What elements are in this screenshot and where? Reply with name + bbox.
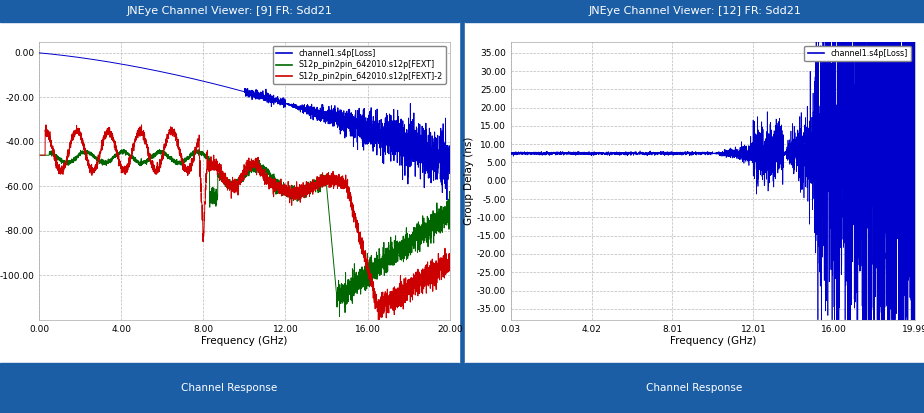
- Legend: channel1.s4p[Loss]: channel1.s4p[Loss]: [805, 46, 911, 61]
- Y-axis label: Group Delay (ns): Group Delay (ns): [464, 137, 474, 225]
- Legend: channel1.s4p[Loss], S12p_pin2pin_642010.s12p[FEXT], S12p_pin2pin_642010.s12p[FEX: channel1.s4p[Loss], S12p_pin2pin_642010.…: [273, 46, 445, 84]
- Text: Channel Response: Channel Response: [181, 383, 277, 393]
- Text: JNEye Channel Viewer: [12] FR: Sdd21: JNEye Channel Viewer: [12] FR: Sdd21: [588, 6, 801, 16]
- Text: Channel Response: Channel Response: [647, 383, 743, 393]
- X-axis label: Frequency (GHz): Frequency (GHz): [201, 337, 287, 347]
- X-axis label: Frequency (GHz): Frequency (GHz): [670, 337, 756, 347]
- Text: JNEye Channel Viewer: [9] FR: Sdd21: JNEye Channel Viewer: [9] FR: Sdd21: [127, 6, 333, 16]
